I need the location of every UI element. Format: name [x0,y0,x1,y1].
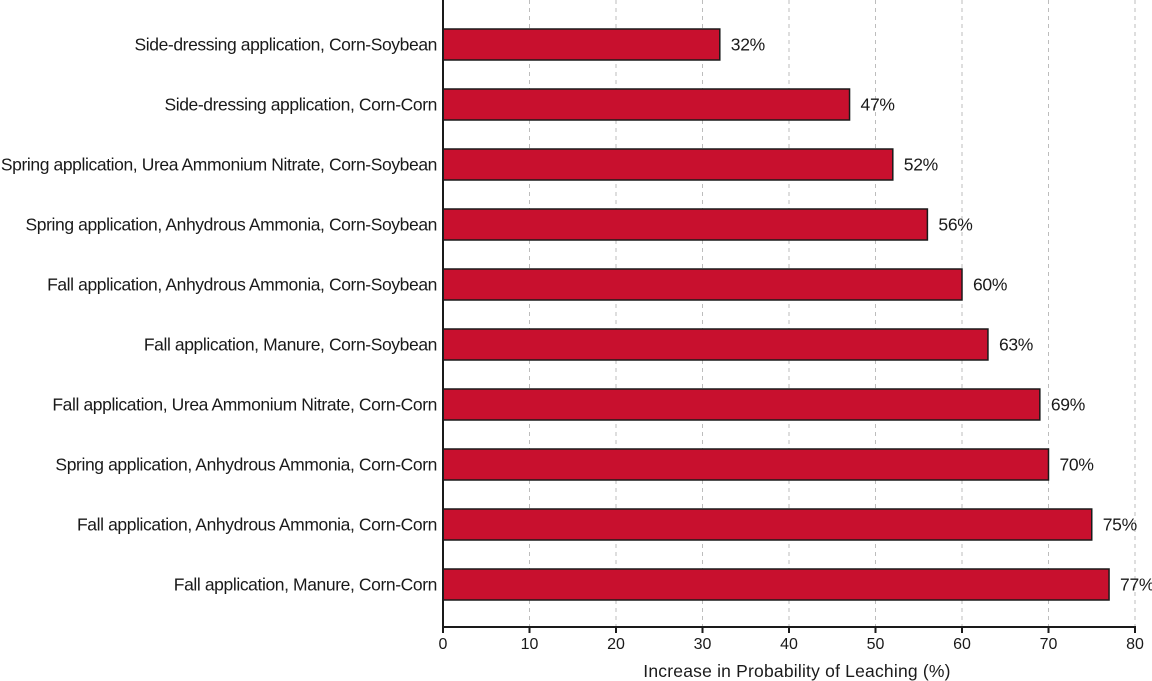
x-tick-label: 50 [867,636,885,653]
category-label: Spring application, Anhydrous Ammonia, C… [55,455,437,475]
bar [442,328,989,361]
category-label: Fall application, Anhydrous Ammonia, Cor… [77,515,437,535]
category-label: Fall application, Manure, Corn-Soybean [144,335,437,355]
x-tick-label: 40 [780,636,798,653]
category-label: Fall application, Urea Ammonium Nitrate,… [52,395,437,415]
category-label: Fall application, Anhydrous Ammonia, Cor… [47,275,437,295]
value-label: 32% [731,35,765,55]
category-label: Spring application, Urea Ammonium Nitrat… [1,155,437,175]
bar [442,208,929,241]
value-label: 56% [938,215,972,235]
category-labels: Side-dressing application, Corn-Soybean S… [1,35,438,595]
x-tick-label: 20 [607,636,625,653]
value-label: 75% [1103,515,1137,535]
x-tick-label: 30 [694,636,712,653]
x-axis-title: Increase in Probability of Leaching (%) [643,661,950,681]
bar [442,268,963,301]
bar [442,88,851,121]
value-label: 69% [1051,395,1085,415]
category-label: Side-dressing application, Corn-Soybean [134,35,437,55]
value-label: 77% [1120,575,1152,595]
x-tick-label: 0 [439,636,448,653]
category-label: Fall application, Manure, Corn-Corn [174,575,437,595]
bar [442,28,721,61]
x-tick-label: 60 [953,636,971,653]
value-label: 47% [861,95,895,115]
value-label: 52% [904,155,938,175]
value-label: 63% [999,335,1033,355]
x-tick-label: 80 [1126,636,1144,653]
bar [442,568,1110,601]
category-label: Spring application, Anhydrous Ammonia, C… [25,215,437,235]
x-tick-label: 70 [1040,636,1058,653]
bar [442,148,894,181]
bar [442,508,1093,541]
x-tick-label: 10 [521,636,539,653]
value-label: 70% [1060,455,1094,475]
bar [442,388,1041,421]
bars [442,28,1110,601]
x-axis-ticks: 0 10 20 30 40 50 60 70 80 [439,627,1144,653]
category-label: Side-dressing application, Corn-Corn [164,95,437,115]
value-label: 60% [973,275,1007,295]
value-labels: 32% 47% 52% 56% 60% 63% 69% 70% 75% 77% [731,35,1152,595]
bar [442,448,1050,481]
